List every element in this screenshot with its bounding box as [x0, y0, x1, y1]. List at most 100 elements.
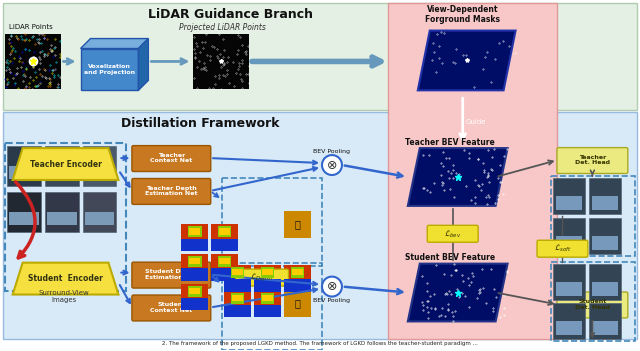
Text: $\mathcal{L}_{soft}$: $\mathcal{L}_{soft}$: [554, 243, 572, 254]
Text: 2. The framework of the proposed LGKD method. The framework of LGKD follows the : 2. The framework of the proposed LGKD me…: [162, 341, 478, 346]
Text: ⊗: ⊗: [327, 159, 337, 172]
Bar: [181, 269, 208, 280]
Bar: [557, 282, 582, 296]
Polygon shape: [418, 31, 516, 90]
Bar: [193, 34, 249, 90]
Bar: [554, 304, 586, 339]
Bar: [232, 269, 243, 276]
Bar: [557, 236, 582, 250]
FancyBboxPatch shape: [557, 148, 628, 173]
Bar: [261, 267, 275, 278]
Bar: [181, 254, 208, 280]
Text: Teacher BEV Feature: Teacher BEV Feature: [405, 138, 495, 147]
Bar: [231, 293, 244, 304]
Polygon shape: [408, 148, 508, 206]
Bar: [83, 192, 116, 232]
Bar: [262, 294, 273, 301]
Text: Student
Context Net: Student Context Net: [150, 302, 193, 313]
Text: Teacher Depth
Estimation Net: Teacher Depth Estimation Net: [145, 186, 198, 196]
Text: Student BEV Feature: Student BEV Feature: [404, 253, 495, 262]
Text: Teacher Encoder: Teacher Encoder: [29, 160, 102, 168]
Bar: [224, 265, 251, 292]
Bar: [188, 286, 202, 297]
Polygon shape: [138, 39, 148, 90]
Bar: [181, 224, 208, 251]
Bar: [181, 298, 208, 311]
Bar: [552, 261, 636, 341]
Bar: [224, 305, 251, 317]
Bar: [284, 279, 311, 292]
Bar: [218, 256, 232, 267]
Bar: [45, 146, 79, 186]
Polygon shape: [81, 39, 148, 48]
Bar: [254, 265, 281, 292]
Bar: [232, 294, 243, 301]
Bar: [3, 112, 637, 339]
Text: Surround-View
Images: Surround-View Images: [38, 290, 89, 303]
Bar: [388, 3, 557, 339]
Bar: [9, 212, 38, 225]
Bar: [284, 265, 311, 292]
Bar: [291, 267, 304, 278]
Circle shape: [322, 277, 342, 297]
Bar: [254, 291, 281, 317]
Bar: [189, 287, 200, 294]
Bar: [47, 212, 77, 225]
Bar: [589, 218, 621, 254]
Bar: [554, 264, 586, 299]
Bar: [83, 146, 116, 186]
Bar: [261, 293, 275, 304]
Bar: [589, 264, 621, 299]
Bar: [292, 269, 303, 276]
Bar: [47, 166, 77, 179]
Text: BEV Pooling: BEV Pooling: [314, 148, 351, 154]
Bar: [189, 258, 200, 264]
Bar: [593, 236, 618, 250]
Bar: [189, 228, 200, 234]
Bar: [211, 254, 238, 280]
Bar: [589, 178, 621, 214]
FancyBboxPatch shape: [132, 295, 211, 321]
Bar: [6, 192, 40, 232]
Bar: [554, 218, 586, 254]
Bar: [593, 322, 618, 335]
FancyBboxPatch shape: [132, 262, 211, 288]
Text: Teacher
Context Net: Teacher Context Net: [150, 153, 193, 164]
Text: Voxelization
and Projection: Voxelization and Projection: [84, 64, 135, 75]
Bar: [211, 269, 238, 280]
Text: Student
Det. Head: Student Det. Head: [575, 299, 610, 310]
Bar: [224, 279, 251, 292]
Bar: [188, 226, 202, 237]
Text: LiDAR Guidance Branch: LiDAR Guidance Branch: [148, 8, 313, 21]
FancyBboxPatch shape: [537, 240, 588, 257]
Bar: [181, 284, 208, 311]
Bar: [220, 228, 230, 234]
Bar: [554, 178, 586, 214]
Bar: [593, 196, 618, 210]
Text: View-Dependent
Forground Masks: View-Dependent Forground Masks: [425, 5, 500, 24]
Bar: [4, 143, 127, 291]
Text: Teacher
Det. Head: Teacher Det. Head: [575, 155, 610, 165]
Text: Student Depth
Estimation Net: Student Depth Estimation Net: [145, 269, 198, 280]
Bar: [284, 291, 311, 317]
FancyBboxPatch shape: [236, 269, 289, 286]
Bar: [188, 256, 202, 267]
Text: Distillation Framework: Distillation Framework: [121, 117, 280, 130]
FancyBboxPatch shape: [428, 225, 478, 242]
Text: LiDAR Points: LiDAR Points: [9, 24, 52, 29]
Bar: [552, 176, 636, 256]
Bar: [3, 3, 637, 110]
Bar: [254, 305, 281, 317]
Polygon shape: [408, 264, 508, 322]
Bar: [284, 211, 311, 238]
Bar: [211, 224, 238, 251]
Circle shape: [322, 155, 342, 175]
Bar: [557, 322, 582, 335]
Bar: [218, 226, 232, 237]
Text: Projected LiDAR Points: Projected LiDAR Points: [179, 23, 266, 32]
Bar: [181, 239, 208, 251]
Bar: [222, 178, 322, 266]
Bar: [231, 267, 244, 278]
FancyBboxPatch shape: [132, 146, 211, 172]
Bar: [557, 196, 582, 210]
